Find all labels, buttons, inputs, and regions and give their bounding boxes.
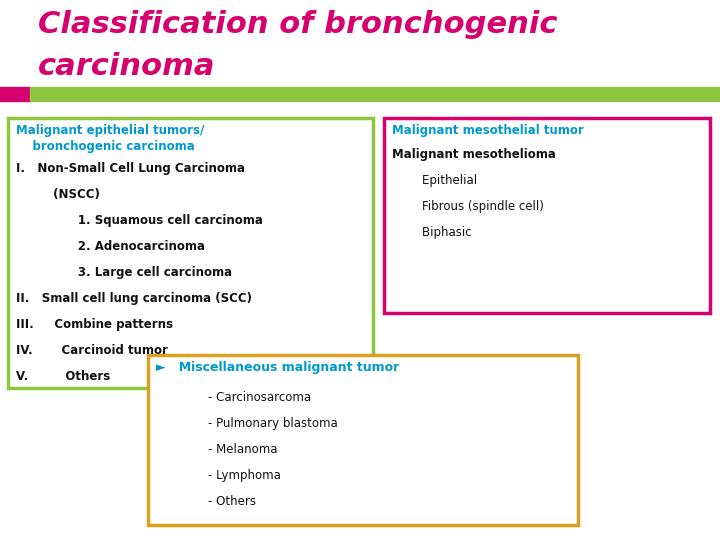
Text: V.         Others: V. Others	[16, 370, 110, 383]
Bar	[30, 87, 720, 101]
Bar	[148, 355, 578, 525]
Text: bronchogenic carcinoma: bronchogenic carcinoma	[16, 140, 194, 153]
Text: Fibrous (spindle cell): Fibrous (spindle cell)	[392, 200, 544, 213]
Bar	[0, 87, 30, 101]
Text: carcinoma: carcinoma	[38, 52, 215, 81]
Text: - Others: - Others	[208, 495, 256, 508]
Text: - Pulmonary blastoma: - Pulmonary blastoma	[208, 417, 338, 430]
Text: I.   Non-Small Cell Lung Carcinoma: I. Non-Small Cell Lung Carcinoma	[16, 162, 245, 175]
Text: Malignant mesothelioma: Malignant mesothelioma	[392, 148, 556, 161]
Text: Malignant epithelial tumors/: Malignant epithelial tumors/	[16, 124, 204, 137]
Bar	[384, 118, 710, 313]
Text: Classification of bronchogenic: Classification of bronchogenic	[38, 10, 557, 39]
Text: - Carcinosarcoma: - Carcinosarcoma	[208, 391, 311, 404]
Text: III.     Combine patterns: III. Combine patterns	[16, 318, 173, 331]
Text: 3. Large cell carcinoma: 3. Large cell carcinoma	[16, 266, 232, 279]
Text: - Melanoma: - Melanoma	[208, 443, 277, 456]
Text: Malignant mesothelial tumor: Malignant mesothelial tumor	[392, 124, 584, 137]
Text: ►   Miscellaneous malignant tumor: ► Miscellaneous malignant tumor	[156, 361, 400, 374]
Bar	[8, 118, 373, 388]
Text: 1. Squamous cell carcinoma: 1. Squamous cell carcinoma	[16, 214, 263, 227]
Text: 2. Adenocarcinoma: 2. Adenocarcinoma	[16, 240, 205, 253]
Text: - Lymphoma: - Lymphoma	[208, 469, 281, 482]
Text: IV.       Carcinoid tumor: IV. Carcinoid tumor	[16, 344, 168, 357]
Text: (NSCC): (NSCC)	[16, 188, 100, 201]
Text: Biphasic: Biphasic	[392, 226, 472, 239]
Text: Epithelial: Epithelial	[392, 174, 477, 187]
Text: II.   Small cell lung carcinoma (SCC): II. Small cell lung carcinoma (SCC)	[16, 292, 252, 305]
